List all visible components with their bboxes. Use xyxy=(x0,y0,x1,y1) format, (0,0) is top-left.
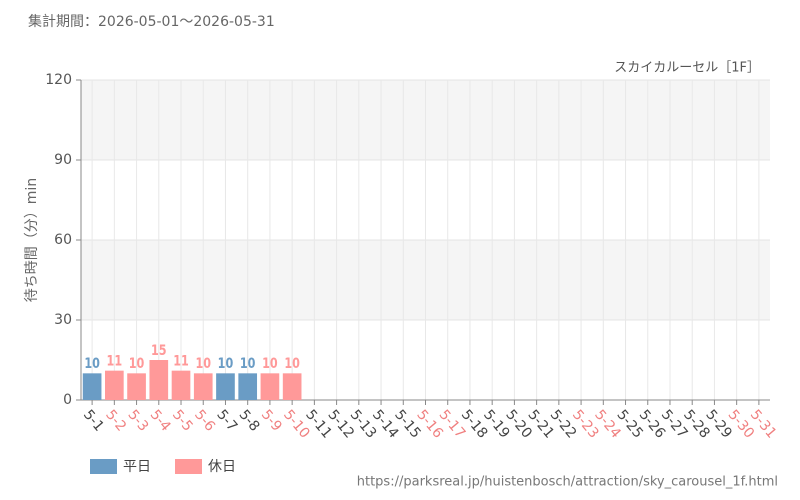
y-tick-label: 0 xyxy=(63,392,72,408)
value-label: 10 xyxy=(195,355,211,372)
x-tick-label: 5-5 xyxy=(169,407,196,435)
bar xyxy=(260,373,280,400)
value-label: 10 xyxy=(284,355,300,372)
legend-label: 休日 xyxy=(208,459,236,475)
value-label: 10 xyxy=(129,355,145,372)
legend-swatch xyxy=(90,459,117,474)
x-tick-label: 5-1 xyxy=(80,407,107,435)
legend-swatch xyxy=(175,459,202,474)
value-label: 11 xyxy=(173,352,189,369)
value-label: 15 xyxy=(151,342,167,359)
x-tick-label: 5-9 xyxy=(258,407,285,435)
y-tick-label: 60 xyxy=(54,232,72,248)
bar xyxy=(238,373,258,400)
bar xyxy=(282,373,302,400)
x-tick-label: 5-4 xyxy=(147,407,174,435)
value-label: 10 xyxy=(84,355,100,372)
y-tick-label: 30 xyxy=(54,312,72,328)
y-axis-label: 待ち時間（分）min xyxy=(24,178,40,302)
y-tick-label: 120 xyxy=(45,72,72,88)
bar xyxy=(171,370,191,400)
value-label: 10 xyxy=(240,355,256,372)
x-tick-label: 5-6 xyxy=(191,407,218,435)
value-label: 10 xyxy=(218,355,234,372)
bar xyxy=(193,373,213,400)
x-tick-label: 5-7 xyxy=(213,407,240,435)
x-tick-label: 5-2 xyxy=(102,407,129,435)
value-label: 10 xyxy=(262,355,278,372)
legend-label: 平日 xyxy=(123,459,151,475)
bar xyxy=(82,373,102,400)
value-label: 11 xyxy=(107,352,123,369)
bar xyxy=(127,373,146,400)
x-tick-label: 5-3 xyxy=(124,407,151,435)
chart-title: スカイカルーセル［1F］ xyxy=(614,61,760,76)
y-tick-label: 90 xyxy=(54,152,72,168)
x-tick-label: 5-8 xyxy=(236,407,263,435)
bar xyxy=(105,370,124,400)
bar xyxy=(216,373,235,400)
source-url: https://parksreal.jp/huistenbosch/attrac… xyxy=(357,475,778,490)
bar xyxy=(149,360,169,400)
period-header: 集計期間：2026-05-01～2026-05-31 xyxy=(28,13,275,30)
